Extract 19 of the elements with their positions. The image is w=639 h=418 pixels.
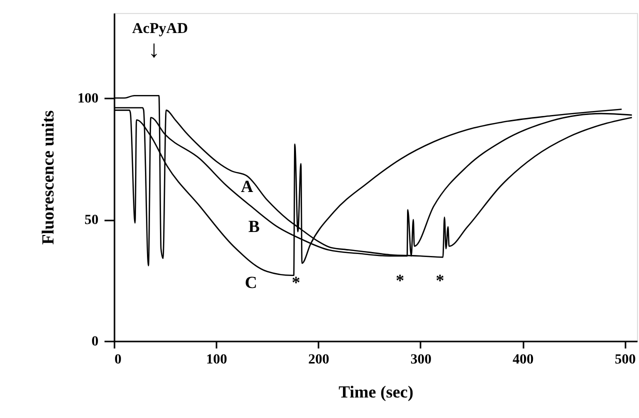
annotation: * (292, 273, 300, 292)
x-tick-label: 100 (206, 352, 228, 368)
annotation: * (436, 271, 444, 290)
annotation: * (396, 271, 404, 290)
y-axis-title: Fluorescence units (38, 110, 58, 245)
annotation: ↓ (148, 37, 160, 63)
y-tick-label: 100 (78, 92, 98, 107)
x-tick-label: 400 (512, 352, 534, 368)
y-tick-label: 0 (92, 334, 98, 350)
series-label: C (244, 273, 258, 292)
series-label: B (248, 217, 260, 236)
x-axis-title: Time (sec) (338, 382, 414, 402)
x-tick-label: 500 (614, 352, 636, 368)
series-label: A (240, 177, 254, 196)
x-tick-label: 0 (114, 352, 122, 368)
x-tick-label: 200 (308, 352, 330, 368)
x-tick-label: 300 (410, 352, 432, 368)
y-tick-label: 50 (84, 213, 98, 228)
annotation: AcPyAD (132, 21, 188, 37)
